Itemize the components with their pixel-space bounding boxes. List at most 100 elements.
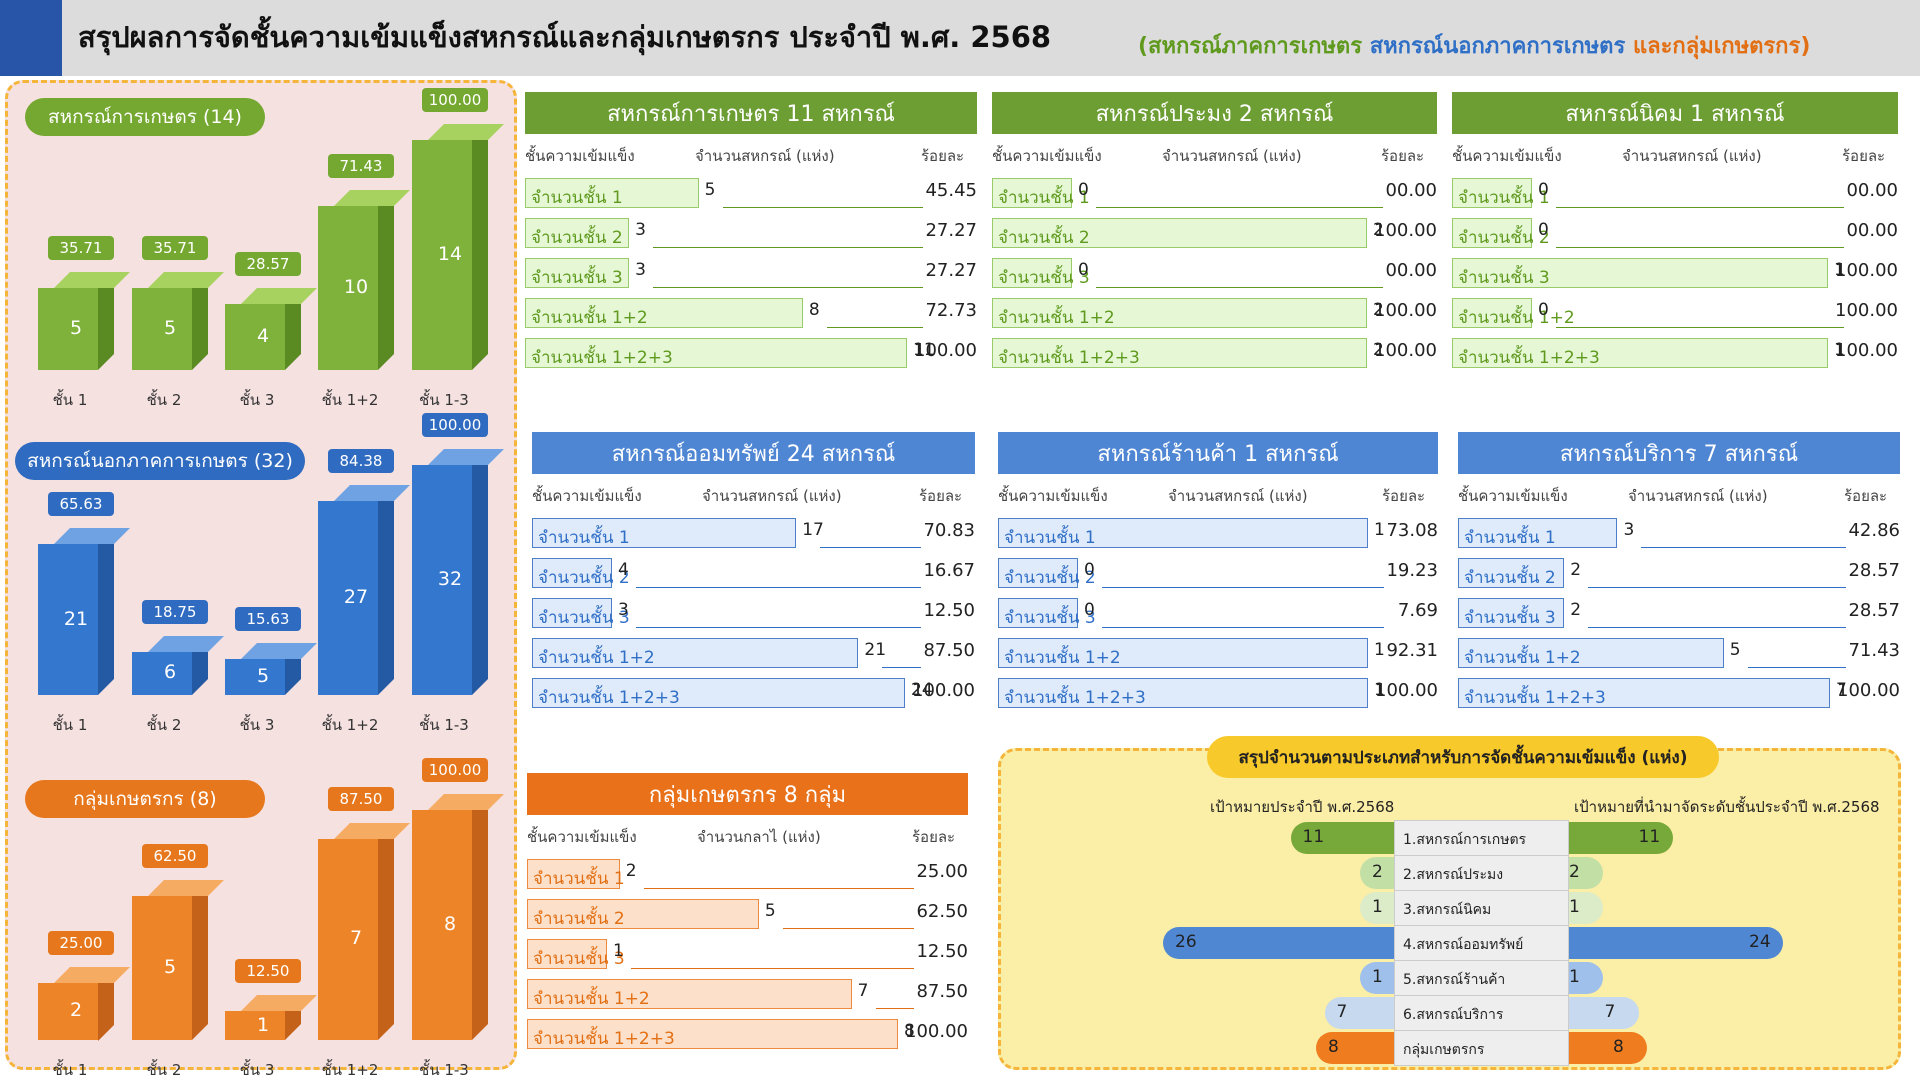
panel-row: จำนวนชั้น 1 0 00.00	[1452, 178, 1898, 208]
panel-row: จำนวนชั้น 1 1 73.08	[998, 518, 1438, 548]
row-bar	[532, 638, 859, 668]
row-rule	[1556, 327, 1844, 328]
row-bar	[532, 518, 797, 548]
summary-type-name: 3.สหกรณ์นิคม	[1394, 890, 1569, 926]
summary-target-value: 1	[1372, 967, 1383, 987]
summary-type-name: 2.สหกรณ์ประมง	[1394, 855, 1569, 891]
summary-type-name: 1.สหกรณ์การเกษตร	[1394, 820, 1569, 856]
bar-pct-label: 15.63	[235, 607, 301, 632]
summary-row: 11 1.สหกรณ์การเกษตร 11	[0, 820, 1920, 856]
subtitle-group: และกลุ่มเกษตรกร)	[1632, 34, 1811, 59]
summary-type-name: กลุ่มเกษตรกร	[1394, 1030, 1569, 1066]
bar-front	[412, 465, 472, 695]
col-head-class: ชั้นความเข้มแข็ง	[1452, 147, 1562, 165]
bar-green-1: 5	[132, 271, 224, 370]
bar-category: ชั้น 1+2	[321, 716, 379, 734]
row-label: จำนวนชั้น 2	[1004, 568, 1096, 588]
summary-actual-value: 2	[1569, 862, 1580, 882]
row-pct: 00.00	[1385, 260, 1437, 281]
summary-actual-value: 1	[1569, 897, 1580, 917]
col-head-class: ชั้นความเข้มแข็ง	[998, 487, 1108, 505]
row-count: 7	[1836, 680, 1847, 700]
bar-pct-label: 71.43	[328, 153, 394, 178]
summary-actual-value: 24	[1749, 932, 1771, 952]
row-label: จำนวนชั้น 1	[1004, 528, 1096, 548]
page-title: สรุปผลการจัดชั้นความเข้มแข็งสหกรณ์และกลุ…	[78, 20, 1052, 54]
row-rule	[826, 327, 923, 328]
chart-pill-orange: กลุ่มเกษตรกร (8)	[25, 780, 265, 818]
bar-count: 4	[256, 325, 270, 348]
bar-category: ชั้น 1-3	[419, 716, 469, 734]
row-rule	[820, 547, 921, 548]
row-bar	[1452, 258, 1828, 288]
row-label: จำนวนชั้น 1	[998, 188, 1090, 208]
row-bar	[525, 218, 630, 248]
panel-row: จำนวนชั้น 3 3 12.50	[532, 598, 975, 628]
bar-category: ชั้น 3	[239, 716, 275, 734]
row-rule	[1641, 547, 1846, 548]
summary-actual-bar	[1569, 892, 1603, 924]
row-pct: 100.00	[1374, 340, 1437, 361]
bar-front	[38, 544, 98, 695]
col-head-class: ชั้นความเข้มแข็ง	[532, 487, 642, 505]
row-label: จำนวนชั้น 2	[1464, 568, 1556, 588]
row-pct: 87.50	[923, 640, 975, 661]
bar-count: 27	[343, 585, 369, 608]
row-rule	[1556, 207, 1844, 208]
bar-pct-label: 100.00	[422, 758, 488, 782]
bar-category: ชั้น 1-3	[419, 391, 469, 409]
col-head-count: จำนวนสหกรณ์ (แห่ง)	[1622, 147, 1762, 165]
bar-count: 14	[437, 243, 463, 265]
bar-category: ชั้น 2	[146, 1061, 182, 1079]
bar-front	[225, 304, 285, 370]
panel-title-4: สหกรณ์ร้านค้า 1 สหกรณ์	[998, 432, 1438, 474]
row-bar	[998, 678, 1368, 708]
bar-orange-0: 2	[38, 966, 130, 1040]
bar-green-0: 5	[38, 271, 130, 370]
row-count: 5	[764, 901, 776, 921]
row-bar	[1458, 558, 1565, 588]
panel-row: จำนวนชั้น 1+2+3 24 100.00	[532, 678, 975, 708]
bar-category: ชั้น 3	[239, 1061, 275, 1079]
panel-title-1: สหกรณ์ประมง 2 สหกรณ์	[992, 92, 1437, 134]
row-count: 24	[911, 680, 933, 700]
row-pct: 25.00	[916, 861, 968, 882]
row-pct: 27.27	[925, 260, 977, 281]
row-pct: 28.57	[1848, 600, 1900, 621]
panel-row: จำนวนชั้น 1+2+3 2 100.00	[992, 338, 1437, 368]
bar-pct-label: 84.38	[328, 448, 394, 473]
row-label: จำนวนชั้น 1+2	[533, 989, 650, 1009]
summary-right-head: เป้าหมายที่นำมาจัดระดับชั้นประจำปี พ.ศ.2…	[1574, 798, 1880, 816]
bar-front	[318, 838, 378, 1040]
row-count: 1	[1374, 520, 1385, 540]
bar-blue-4: 32	[412, 449, 504, 695]
bar-category: ชั้น 1	[52, 716, 88, 734]
row-count: 3	[635, 260, 646, 280]
panel-row: จำนวนชั้น 1+2 8 72.73	[525, 298, 977, 328]
row-label: จำนวนชั้น 3	[1464, 608, 1556, 628]
bar-count: 5	[256, 665, 270, 688]
bar-count: 32	[437, 568, 463, 590]
row-pct: 62.50	[916, 901, 968, 922]
row-label: จำนวนชั้น 1+2+3	[531, 348, 673, 368]
col-head-pct: ร้อยละ	[912, 828, 956, 846]
row-label: จำนวนชั้น 3	[531, 268, 623, 288]
row-pct: 00.00	[1846, 180, 1898, 201]
row-count: 2	[1570, 600, 1582, 620]
row-rule	[875, 1008, 914, 1009]
row-bar	[998, 638, 1368, 668]
col-head-pct: ร้อยละ	[1844, 487, 1888, 505]
row-pct: 71.43	[1848, 640, 1900, 661]
row-count: 5	[1729, 640, 1741, 660]
bar-pct-label: 65.63	[48, 492, 114, 517]
row-label: จำนวนชั้น 1+2	[1004, 648, 1121, 668]
summary-target-value: 1	[1372, 897, 1383, 917]
header-bar	[0, 0, 1920, 76]
bar-blue-3: 27	[318, 484, 410, 695]
row-pct: 100.00	[1374, 220, 1437, 241]
summary-left-head: เป้าหมายประจำปี พ.ศ.2568	[1210, 798, 1395, 816]
row-rule	[643, 888, 914, 889]
row-count: 0	[1538, 300, 1549, 320]
summary-title: สรุปจำนวนตามประเภทสำหรับการจัดชั้นความเข…	[1207, 736, 1719, 778]
panel-row: จำนวนชั้น 3 0 00.00	[992, 258, 1437, 288]
